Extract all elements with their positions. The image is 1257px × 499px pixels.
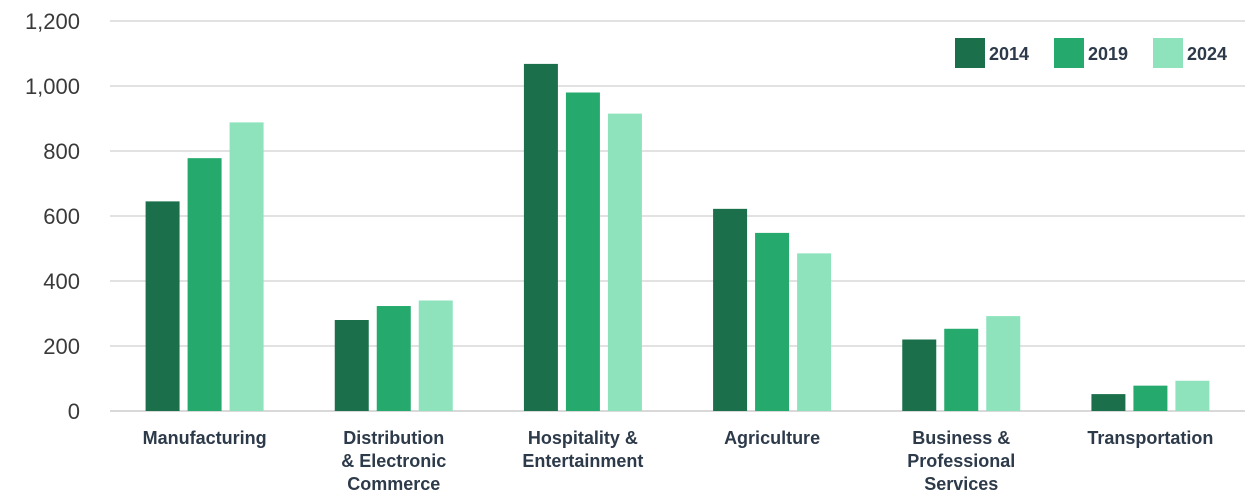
grid-layer	[110, 20, 1245, 412]
bar-2014	[1091, 394, 1126, 411]
bar-2014	[334, 320, 369, 411]
x-tick-label: Transportation	[1087, 428, 1213, 448]
x-tick-label: Hospitality & Entertainment	[522, 428, 643, 471]
bar-2019	[376, 306, 411, 411]
x-axis: Manufacturing Distribution & Electronic Com…	[143, 428, 1214, 494]
x-tick-label-line: Entertainment	[522, 451, 643, 471]
legend-swatch-2014	[955, 38, 985, 68]
x-tick-label-line: Distribution	[343, 428, 444, 448]
legend-label: 2019	[1088, 44, 1128, 64]
bar-2024	[986, 316, 1021, 411]
bar-2024	[1175, 380, 1210, 411]
y-tick-label: 0	[68, 399, 80, 424]
x-tick-label: Agriculture	[724, 428, 820, 448]
x-tick-label-line: Manufacturing	[143, 428, 267, 448]
bar-2024	[607, 113, 642, 411]
x-tick-label-line: Commerce	[347, 474, 440, 494]
legend-swatch-2019	[1054, 38, 1084, 68]
bar-2024	[418, 300, 453, 411]
x-tick-label-line: Transportation	[1087, 428, 1213, 448]
bar-2014	[713, 208, 748, 411]
x-tick-label-line: Hospitality &	[528, 428, 638, 448]
bar-2019	[565, 92, 600, 411]
y-tick-label: 600	[43, 204, 80, 229]
x-tick-label: Business & Professional Services	[907, 428, 1015, 494]
y-tick-label: 800	[43, 139, 80, 164]
x-tick-label-line: & Electronic	[341, 451, 446, 471]
y-tick-label: 1,000	[25, 74, 80, 99]
legend: 2014 2019 2024	[955, 38, 1227, 68]
x-tick-label-line: Agriculture	[724, 428, 820, 448]
bar-2024	[797, 253, 832, 411]
legend-label: 2014	[989, 44, 1029, 64]
bar-2014	[902, 339, 937, 411]
bar-2019	[1133, 385, 1168, 411]
x-tick-label-line: Services	[924, 474, 998, 494]
bar-2014	[145, 201, 180, 411]
x-tick-label: Manufacturing	[143, 428, 267, 448]
x-tick-label: Distribution & Electronic Commerce	[341, 428, 446, 494]
legend-swatch-2024	[1153, 38, 1183, 68]
y-tick-label: 200	[43, 334, 80, 359]
bar-2019	[755, 232, 790, 411]
bar-2019	[944, 328, 979, 411]
bars	[145, 63, 1210, 412]
bar-2024	[229, 122, 264, 412]
bar-2014	[523, 63, 558, 412]
legend-label: 2024	[1187, 44, 1227, 64]
y-tick-label: 400	[43, 269, 80, 294]
x-tick-label-line: Professional	[907, 451, 1015, 471]
x-tick-label-line: Business &	[912, 428, 1010, 448]
y-tick-label: 1,200	[25, 9, 80, 34]
y-axis: 0 200 400 600 800 1,000 1,200	[25, 9, 80, 424]
bar-2019	[187, 158, 222, 411]
